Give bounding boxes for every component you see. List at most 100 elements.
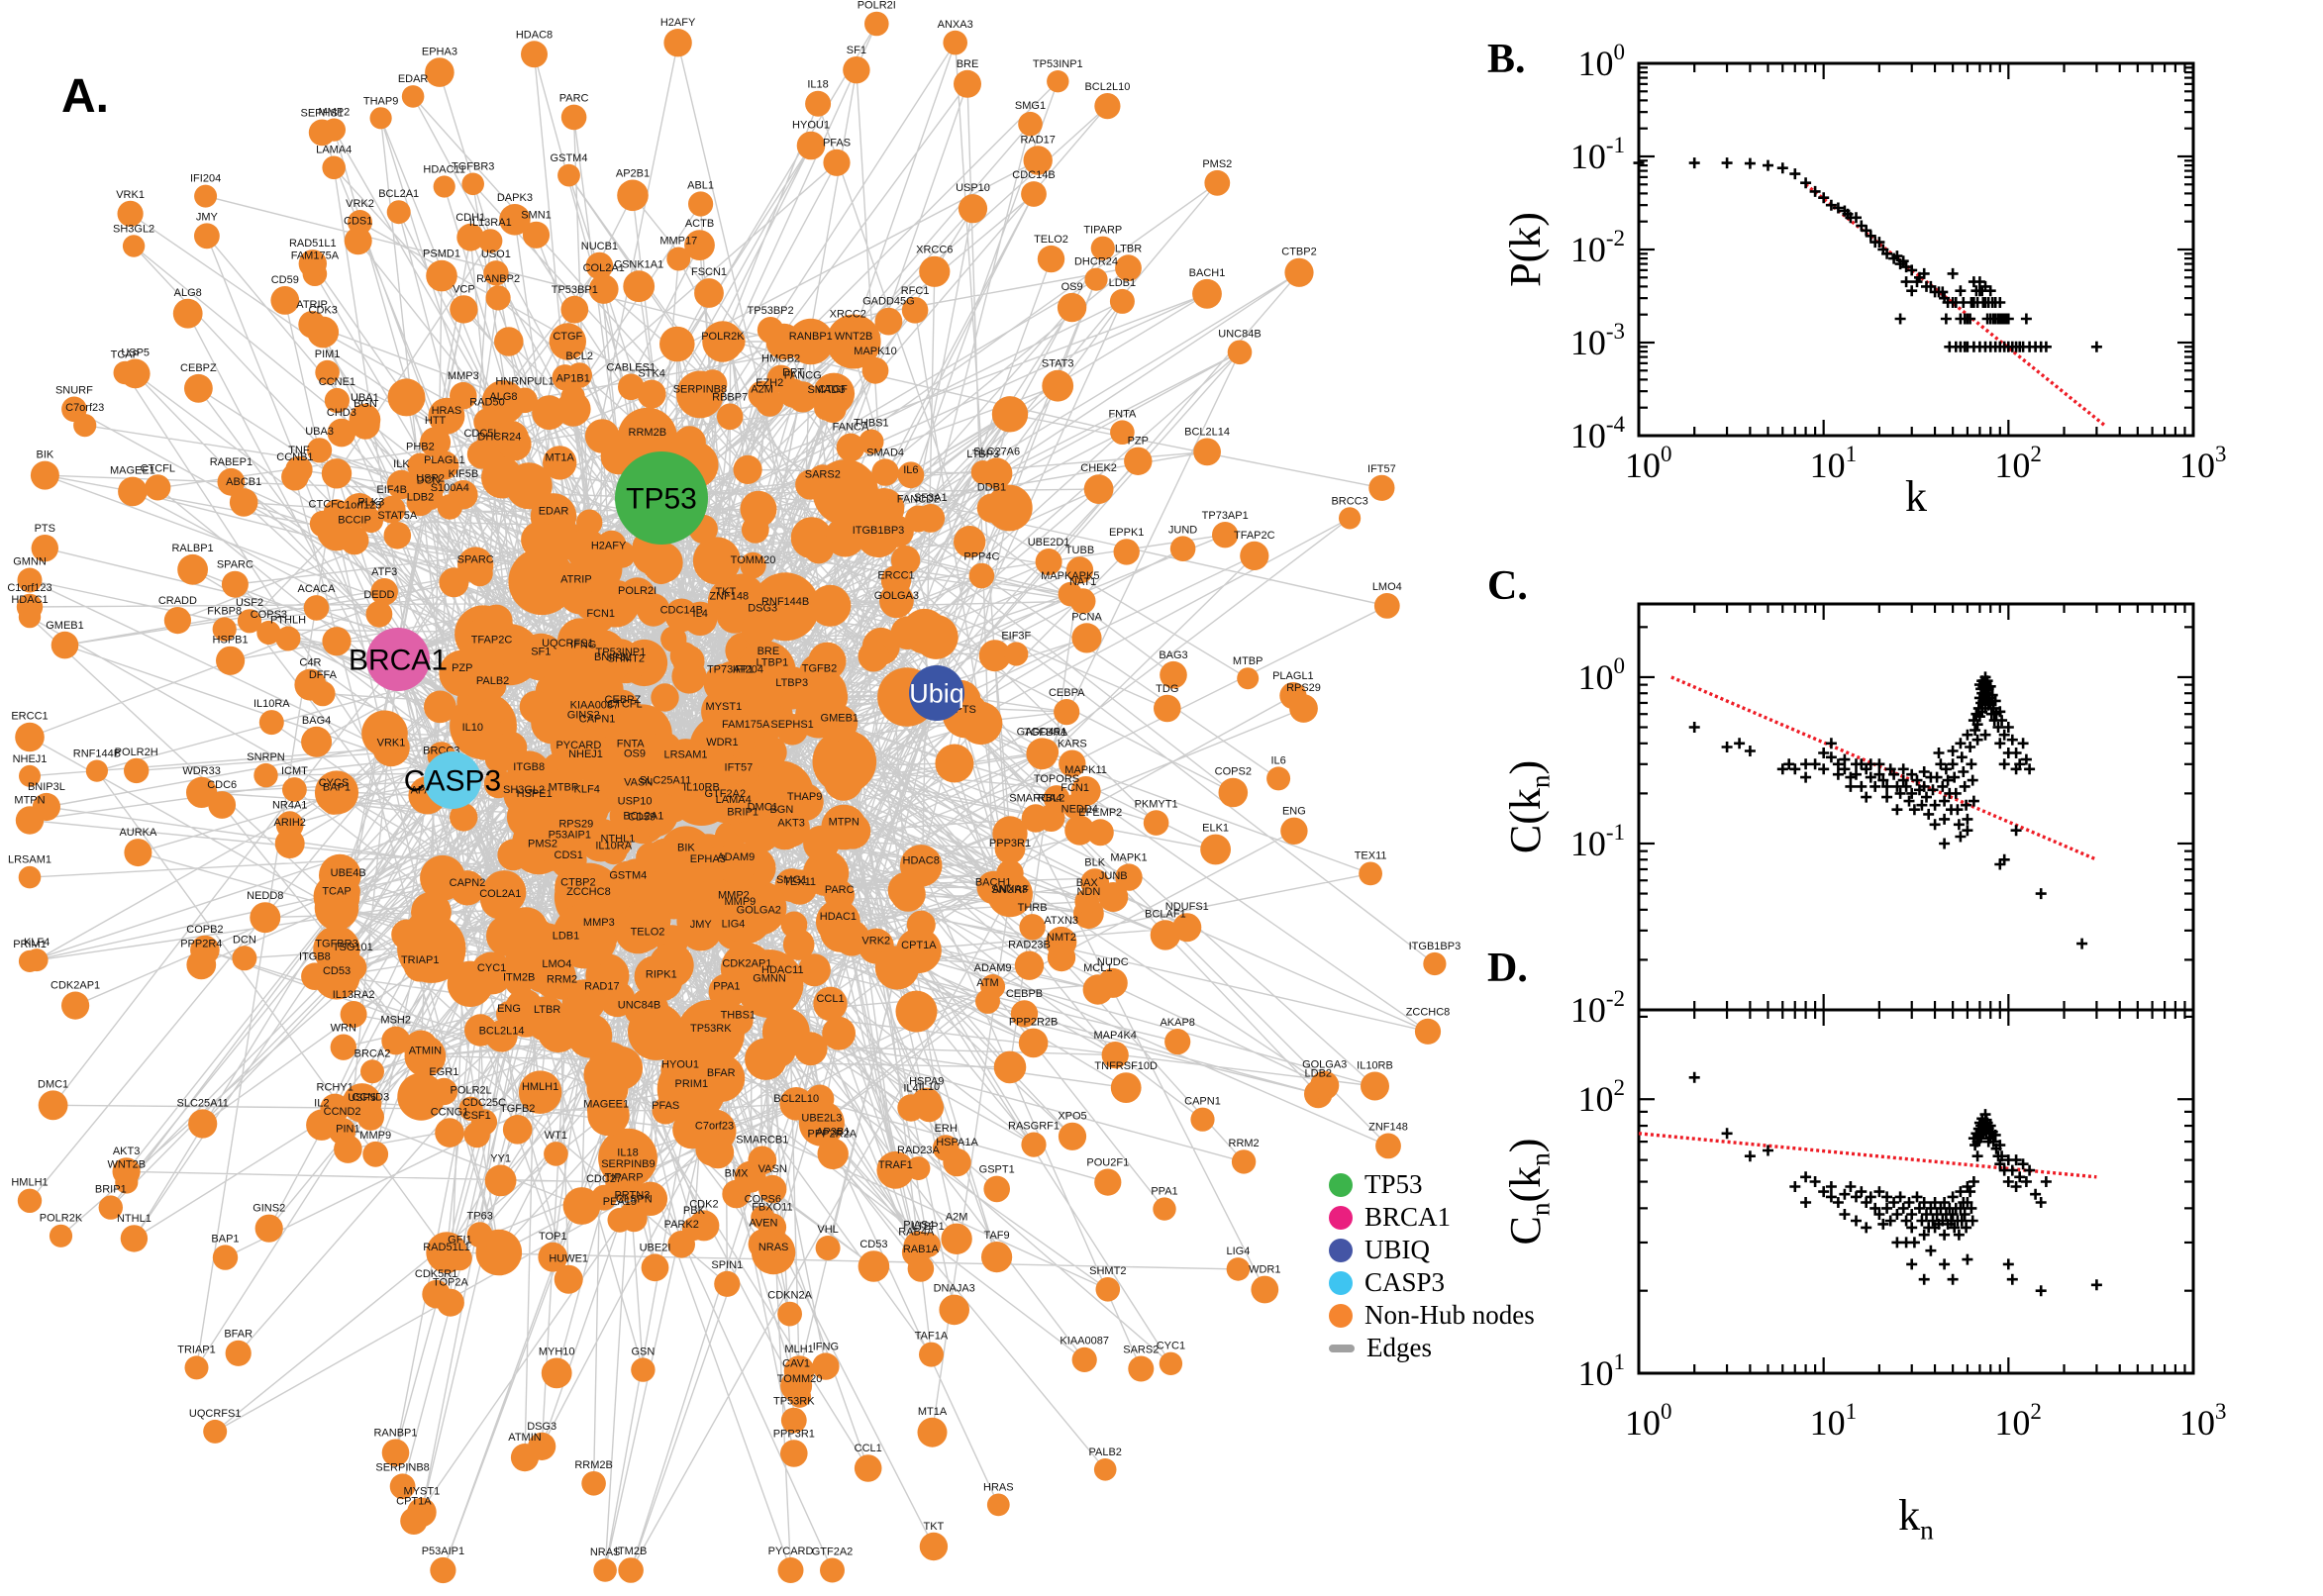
svg-text:NDN: NDN: [1076, 886, 1100, 898]
svg-text:TP53INP1: TP53INP1: [596, 647, 647, 658]
svg-text:NAT1: NAT1: [1069, 576, 1096, 588]
svg-text:POLR2I: POLR2I: [618, 585, 656, 597]
svg-text:LAMA4: LAMA4: [316, 145, 352, 156]
svg-text:PIAS4: PIAS4: [903, 1220, 934, 1232]
axis-ticks: [1637, 1010, 2195, 1375]
svg-text:JUND: JUND: [1168, 524, 1197, 536]
svg-text:STAT3: STAT3: [1042, 358, 1074, 370]
svg-text:PALB2: PALB2: [476, 675, 509, 687]
svg-text:SF1: SF1: [847, 45, 866, 56]
svg-text:IFI204: IFI204: [190, 173, 221, 185]
svg-text:SLC25A11: SLC25A11: [177, 1097, 229, 1109]
svg-text:TGFB2: TGFB2: [802, 663, 837, 675]
svg-text:MAGEE1: MAGEE1: [110, 465, 155, 477]
svg-text:CDKN2A: CDKN2A: [767, 1290, 812, 1302]
svg-text:ABL1: ABL1: [687, 179, 714, 191]
svg-text:RANBP2: RANBP2: [476, 273, 520, 285]
svg-text:USP2: USP2: [416, 472, 445, 484]
panel-label-b: B.: [1487, 37, 1526, 82]
svg-text:FNTA: FNTA: [617, 738, 646, 749]
svg-text:LTBP3: LTBP3: [775, 677, 808, 689]
svg-text:LTBP1: LTBP1: [756, 656, 788, 668]
svg-text:SNURF: SNURF: [55, 384, 93, 396]
svg-text:CYCS: CYCS: [319, 777, 350, 789]
svg-text:COL2A1: COL2A1: [583, 262, 625, 274]
x-axis-label: kn​: [1898, 1491, 1934, 1546]
svg-text:HRAS: HRAS: [432, 405, 462, 417]
svg-text:THAP9: THAP9: [787, 791, 822, 803]
svg-text:FAM175A: FAM175A: [291, 249, 340, 261]
svg-text:TOP1: TOP1: [539, 1231, 567, 1243]
svg-text:10-2: 10-2: [1570, 226, 1625, 269]
svg-text:CTCFL: CTCFL: [141, 462, 175, 474]
svg-text:100: 100: [1578, 40, 1626, 83]
svg-text:MMP2: MMP2: [319, 107, 351, 119]
svg-text:RAD17: RAD17: [1020, 134, 1055, 146]
svg-text:IL13RA2: IL13RA2: [333, 989, 375, 1001]
svg-text:PPP2R4: PPP2R4: [180, 939, 222, 950]
svg-text:BFAR: BFAR: [224, 1329, 252, 1341]
svg-text:SF3A1: SF3A1: [914, 492, 948, 504]
svg-text:RBBP7: RBBP7: [712, 391, 748, 403]
svg-text:ACACA: ACACA: [298, 583, 337, 595]
svg-text:IL10RB: IL10RB: [683, 782, 720, 794]
svg-text:CTCF: CTCF: [309, 499, 339, 511]
svg-text:ZNF148: ZNF148: [1368, 1122, 1408, 1134]
svg-text:CDK2AP1: CDK2AP1: [50, 980, 100, 992]
svg-text:MAPK11: MAPK11: [1064, 764, 1107, 776]
svg-text:RNF144B: RNF144B: [73, 748, 121, 760]
svg-text:CSF1: CSF1: [463, 1110, 491, 1122]
ubiq-legend-swatch: [1329, 1238, 1353, 1262]
svg-text:TRIAP1: TRIAP1: [177, 1344, 216, 1355]
svg-text:CTGF: CTGF: [553, 331, 582, 343]
svg-text:SLC27A6: SLC27A6: [973, 446, 1020, 457]
svg-text:MYH10: MYH10: [539, 1347, 575, 1358]
svg-text:RCHY1: RCHY1: [317, 1082, 354, 1094]
svg-text:CHEK2: CHEK2: [1080, 462, 1117, 474]
svg-text:101: 101: [1578, 1349, 1626, 1393]
svg-text:IFNG: IFNG: [570, 640, 596, 651]
svg-text:BLK: BLK: [1084, 856, 1105, 868]
svg-text:ZNF148: ZNF148: [709, 590, 749, 602]
svg-text:ALG8: ALG8: [174, 287, 202, 299]
svg-text:XPO5: XPO5: [1058, 1111, 1086, 1123]
svg-text:AP1B1: AP1B1: [556, 372, 590, 384]
svg-text:CDC14B: CDC14B: [1012, 169, 1055, 181]
svg-text:TP53BP2: TP53BP2: [748, 305, 794, 317]
svg-text:SHMT2: SHMT2: [608, 653, 645, 665]
svg-text:COL2A1: COL2A1: [479, 888, 521, 900]
axis-tick-labels: 100 10-1 10-2: [1570, 653, 1625, 1030]
svg-text:USP5: USP5: [121, 348, 150, 359]
svg-text:HYOU1: HYOU1: [792, 120, 830, 132]
legend-item-label: BRCA1: [1364, 1202, 1452, 1232]
svg-text:IL10RA: IL10RA: [253, 698, 290, 710]
svg-text:TOP2A: TOP2A: [433, 1277, 469, 1289]
edges-legend-swatch: [1329, 1344, 1355, 1352]
svg-text:UQCRFS1: UQCRFS1: [542, 638, 594, 649]
svg-text:XRCC2: XRCC2: [830, 309, 866, 321]
svg-text:BAX: BAX: [1076, 877, 1099, 889]
svg-text:SMAD4: SMAD4: [866, 448, 904, 459]
svg-text:CDC5L: CDC5L: [463, 428, 499, 440]
svg-text:CPT1A: CPT1A: [396, 1496, 432, 1508]
hub-label-casp3: CASP3: [404, 765, 501, 798]
svg-text:IL10RA: IL10RA: [595, 840, 632, 851]
svg-text:ICMT: ICMT: [281, 765, 308, 777]
svg-text:SMARCB1: SMARCB1: [736, 1135, 788, 1147]
svg-text:CTBP2: CTBP2: [560, 877, 595, 889]
svg-text:TKT: TKT: [924, 1521, 945, 1533]
svg-text:DMC1: DMC1: [38, 1078, 68, 1090]
svg-text:MMP9: MMP9: [359, 1130, 391, 1142]
svg-text:10-2: 10-2: [1570, 986, 1625, 1030]
svg-text:BCL2: BCL2: [565, 350, 593, 362]
svg-text:UNC84B: UNC84B: [618, 999, 660, 1011]
plot-panel-c: 100 10-1 10-2 C(kn​): [1501, 602, 2195, 1030]
svg-text:TAF1A: TAF1A: [915, 1331, 949, 1343]
svg-text:BACH1: BACH1: [1189, 267, 1226, 279]
svg-text:FANCD2: FANCD2: [897, 494, 940, 506]
svg-text:TP53INP1: TP53INP1: [1033, 58, 1083, 70]
svg-text:EGR1: EGR1: [429, 1066, 458, 1078]
